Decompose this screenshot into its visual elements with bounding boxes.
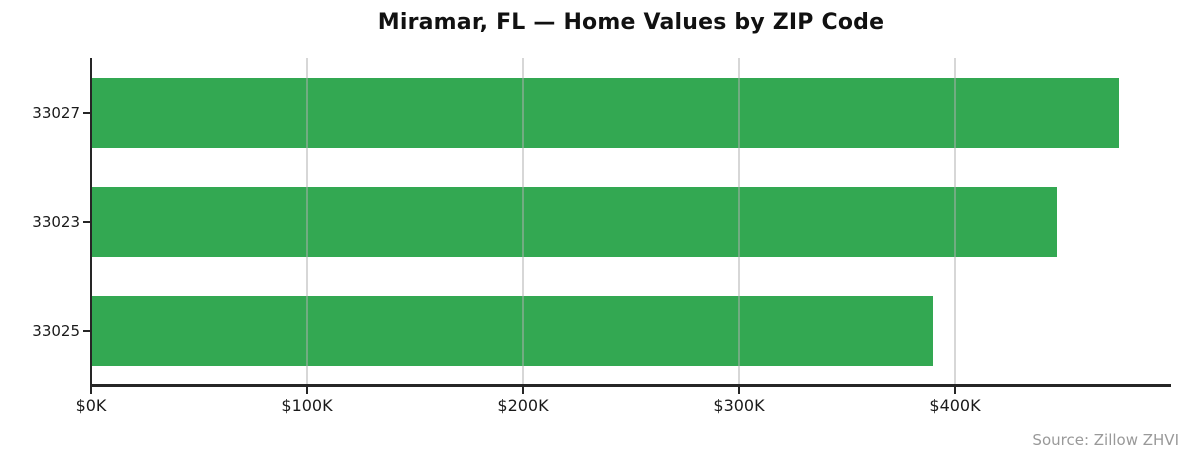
- y-tick-label-33023: 33023: [32, 212, 80, 231]
- y-tick-33025: [83, 329, 91, 332]
- x-tick-label-$200K: $200K: [497, 396, 549, 415]
- x-tick-$400K: [954, 386, 956, 394]
- x-tick-$100K: [306, 386, 308, 394]
- source-note: Source: Zillow ZHVI: [1032, 431, 1179, 449]
- x-tick-label-$0K: $0K: [75, 396, 107, 415]
- bar-33025: [91, 295, 934, 366]
- plot-area: [91, 58, 1171, 385]
- y-tick-label-33027: 33027: [32, 103, 80, 122]
- y-axis-line: [90, 58, 92, 387]
- bar-33027: [91, 77, 1120, 148]
- y-tick-33027: [83, 111, 91, 114]
- x-tick-label-$100K: $100K: [281, 396, 333, 415]
- gridline-$400K: [954, 58, 956, 385]
- x-tick-$0K: [90, 386, 92, 394]
- gridline-$300K: [738, 58, 740, 385]
- x-tick-$300K: [738, 386, 740, 394]
- gridline-$100K: [306, 58, 308, 385]
- bar-33023: [91, 186, 1057, 257]
- x-axis-line: [90, 384, 1171, 387]
- gridline-$200K: [522, 58, 524, 385]
- x-tick-$200K: [522, 386, 524, 394]
- y-tick-label-33025: 33025: [32, 321, 80, 340]
- x-tick-label-$300K: $300K: [713, 396, 765, 415]
- x-tick-label-$400K: $400K: [929, 396, 981, 415]
- y-tick-33023: [83, 220, 91, 223]
- chart-title: Miramar, FL — Home Values by ZIP Code: [377, 10, 885, 35]
